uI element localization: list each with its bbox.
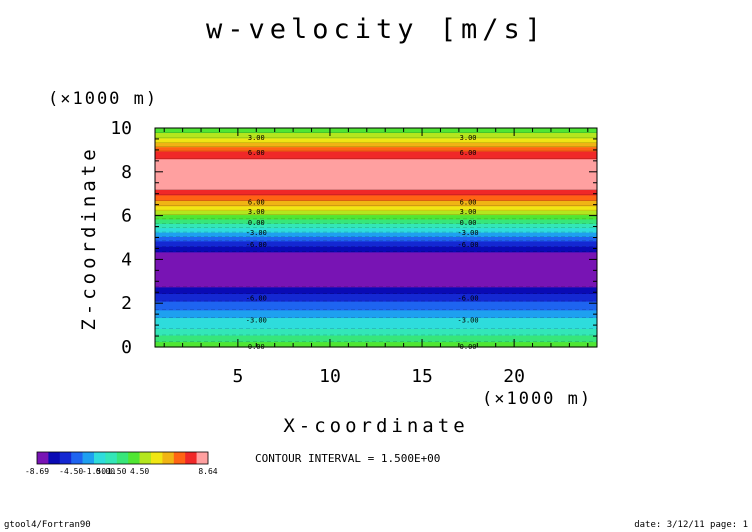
contour-label: 0.00 <box>460 219 477 227</box>
contour-band <box>155 236 597 242</box>
contour-label: 6.00 <box>248 149 265 157</box>
colorbar-label: 0.00 <box>96 467 115 476</box>
x-tick-label: 5 <box>232 366 243 387</box>
y-unit-label: (×1000 m) <box>48 89 158 109</box>
contour-band <box>155 227 597 233</box>
contour-band <box>155 194 597 201</box>
contour-band <box>155 232 597 238</box>
contour-label: -6.00 <box>246 241 267 249</box>
x-tick-label: 20 <box>503 366 525 387</box>
contour-band <box>155 334 597 343</box>
colorbar-swatch <box>139 452 152 464</box>
contour-band <box>155 251 597 288</box>
contour-band <box>155 286 597 294</box>
contour-band <box>155 223 597 229</box>
contour-band <box>155 328 597 336</box>
y-tick-label: 4 <box>121 249 132 270</box>
colorbar-swatch <box>151 452 163 464</box>
colorbar-swatch <box>196 452 209 464</box>
x-tick-label: 15 <box>411 366 433 387</box>
colorbar-label: 4.50 <box>130 467 149 476</box>
y-tick-label: 8 <box>121 162 132 183</box>
contour-label: 6.00 <box>460 149 477 157</box>
colorbar-label: 1.50 <box>107 467 126 476</box>
colorbar-swatch <box>71 452 83 464</box>
colorbar: -8.69 -4.50-1.500.001.50 4.50 8.64 <box>25 451 218 476</box>
contour-band <box>155 218 597 224</box>
y-tick-label: 10 <box>110 118 132 139</box>
colorbar-label: -8.69 <box>25 467 49 476</box>
contour-label: 6.00 <box>248 198 265 206</box>
contour-band <box>155 317 597 329</box>
contour-label: 6.00 <box>460 198 477 206</box>
y-tick-label: 0 <box>121 337 132 358</box>
contour-band <box>155 214 597 220</box>
chart-title: w-velocity [m/s] <box>206 14 546 45</box>
contour-band <box>155 293 597 302</box>
colorbar-swatch <box>162 452 175 464</box>
footer-right: date: 3/12/11 page: 1 <box>634 520 748 530</box>
footer-left: gtool4/Fortran90 <box>4 520 91 530</box>
colorbar-swatch <box>37 452 49 464</box>
contour-band <box>155 210 597 216</box>
colorbar-label: 8.64 <box>198 467 217 476</box>
contour-label: 3.00 <box>460 134 477 142</box>
colorbar-swatch <box>173 452 186 464</box>
colorbar-swatch <box>94 452 106 464</box>
contour-band <box>155 142 597 148</box>
contour-label: 3.00 <box>248 208 265 216</box>
colorbar-swatch <box>116 452 129 464</box>
contour-band <box>155 137 597 143</box>
contour-band <box>155 146 597 152</box>
contour-band <box>155 240 597 247</box>
contour-interval-text: CONTOUR INTERVAL = 1.500E+00 <box>255 452 440 465</box>
contour-label: -6.00 <box>246 295 267 303</box>
colorbar-swatch <box>185 452 197 464</box>
plot-area: 3.00 6.00 6.00 3.00 0.00 -3.00 -6.00 -6.00 -3.00… <box>110 118 598 387</box>
contour-band <box>155 205 597 211</box>
colorbar-swatch <box>48 452 61 464</box>
contour-band <box>155 301 597 311</box>
contour-label: -6.00 <box>458 295 479 303</box>
colorbar-swatch <box>105 452 118 464</box>
y-tick-label: 6 <box>121 206 132 227</box>
contour-band <box>155 158 597 190</box>
contour-label: -6.00 <box>458 241 479 249</box>
x-unit-label: (×1000 m) <box>482 389 592 409</box>
contour-band <box>155 309 597 319</box>
contour-label: -3.00 <box>246 317 267 325</box>
x-axis-label: X-coordinate <box>283 415 468 437</box>
colorbar-frame <box>36 451 209 465</box>
contour-label: -3.00 <box>458 317 479 325</box>
contour-band <box>155 200 597 207</box>
contour-label: -3.00 <box>458 229 479 237</box>
y-tick-label: 2 <box>121 293 132 314</box>
colorbar-label: -1.50 <box>82 467 106 476</box>
contour-band <box>155 246 597 253</box>
colorbar-swatch <box>128 452 140 464</box>
contour-band <box>155 189 597 196</box>
contour-band <box>155 132 597 139</box>
contour-label: 3.00 <box>248 134 265 142</box>
colorbar-label: -4.50 <box>59 467 83 476</box>
colorbar-swatch <box>82 452 95 464</box>
contour-band <box>155 341 597 348</box>
contour-label: 3.00 <box>460 208 477 216</box>
contour-band <box>155 150 597 160</box>
contour-label: 0.00 <box>248 219 265 227</box>
y-axis-label: Z-coordinate <box>78 145 100 330</box>
x-tick-label: 10 <box>319 366 341 387</box>
colorbar-swatch <box>59 452 72 464</box>
contour-label: -3.00 <box>246 229 267 237</box>
contour-band <box>155 128 597 133</box>
